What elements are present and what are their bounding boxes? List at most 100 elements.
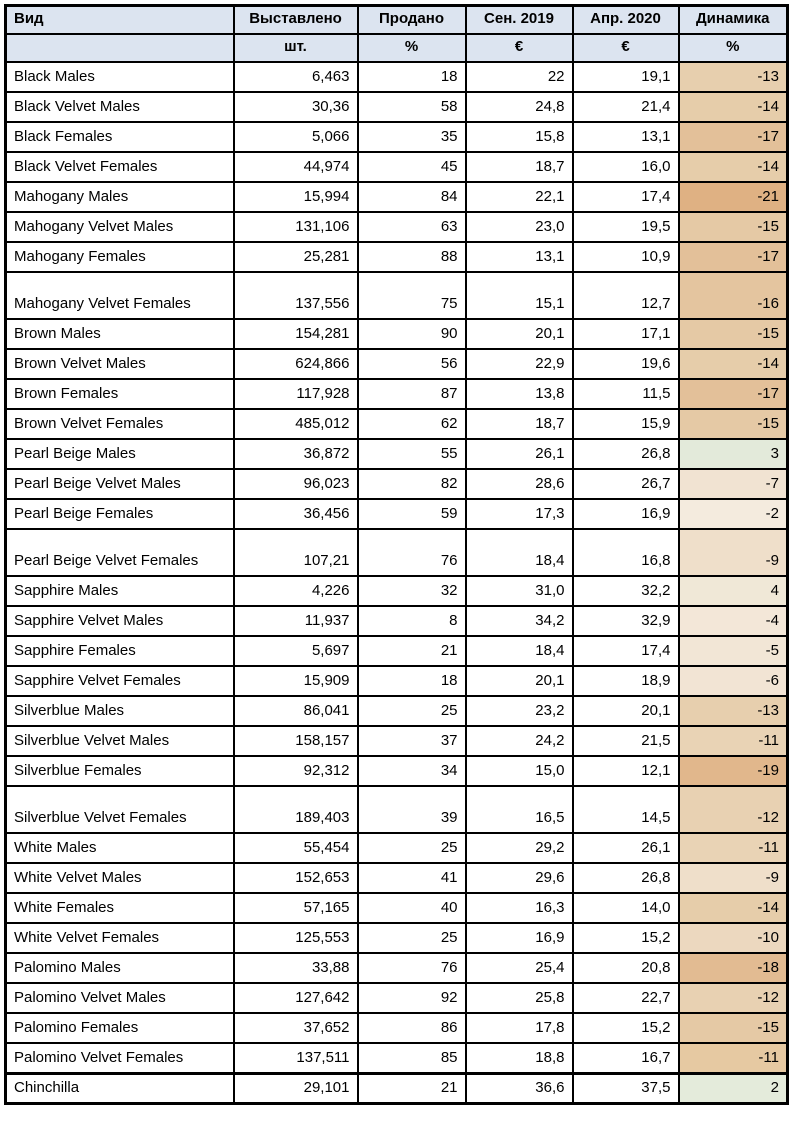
table-row: Sapphire Velvet Males 11,937 8 34,2 32,9 -4 — [4, 605, 789, 637]
cell-offered: 158,157 — [232, 725, 359, 757]
table-row: Brown Velvet Females 485,012 62 18,7 15,9 -15 — [4, 408, 789, 440]
cell-type: Palomino Males — [4, 952, 235, 984]
cell-dynamics: -12 — [677, 982, 789, 1014]
cell-sep2019: 13,1 — [464, 241, 574, 273]
unit-sep2019: € — [464, 33, 574, 63]
cell-dynamics: -21 — [677, 181, 789, 213]
cell-offered: 131,106 — [232, 211, 359, 243]
cell-sep2019: 22,1 — [464, 181, 574, 213]
cell-type: Black Velvet Females — [4, 151, 235, 183]
cell-dynamics: -13 — [677, 695, 789, 727]
table-row: Palomino Velvet Males 127,642 92 25,8 22,7 -1… — [4, 982, 789, 1014]
cell-type: Palomino Velvet Males — [4, 982, 235, 1014]
cell-dynamics: -17 — [677, 121, 789, 153]
cell-type: Silverblue Velvet Females — [4, 785, 235, 834]
cell-type: Mahogany Females — [4, 241, 235, 273]
cell-sold: 21 — [356, 635, 467, 667]
table-row: Silverblue Males 86,041 25 23,2 20,1 -13 — [4, 695, 789, 727]
cell-offered: 5,066 — [232, 121, 359, 153]
cell-sold: 90 — [356, 318, 467, 350]
cell-sold: 25 — [356, 832, 467, 864]
cell-sep2019: 18,4 — [464, 635, 574, 667]
cell-sold: 58 — [356, 91, 467, 123]
cell-sep2019: 20,1 — [464, 318, 574, 350]
cell-type: Palomino Females — [4, 1012, 235, 1044]
cell-offered: 107,21 — [232, 528, 359, 577]
cell-offered: 154,281 — [232, 318, 359, 350]
cell-sep2019: 16,3 — [464, 892, 574, 924]
cell-dynamics: -11 — [677, 832, 789, 864]
table-row: Black Females 5,066 35 15,8 13,1 -17 — [4, 121, 789, 153]
cell-apr2020: 32,2 — [571, 575, 680, 607]
cell-offered: 29,101 — [232, 1071, 359, 1104]
cell-offered: 25,281 — [232, 241, 359, 273]
table-row: Black Velvet Males 30,36 58 24,8 21,4 -14 — [4, 91, 789, 123]
cell-dynamics: -14 — [677, 151, 789, 183]
table-row: Palomino Velvet Females 137,511 85 18,8 16,7… — [4, 1042, 789, 1074]
cell-type: Brown Males — [4, 318, 235, 350]
cell-type: Pearl Beige Velvet Females — [4, 528, 235, 577]
cell-dynamics: -14 — [677, 348, 789, 380]
cell-apr2020: 32,9 — [571, 605, 680, 637]
cell-dynamics: 4 — [677, 575, 789, 607]
cell-dynamics: -12 — [677, 785, 789, 834]
cell-sep2019: 28,6 — [464, 468, 574, 500]
table-row: Brown Males 154,281 90 20,1 17,1 -15 — [4, 318, 789, 350]
cell-dynamics: -9 — [677, 528, 789, 577]
header-apr2020: Апр. 2020 — [571, 4, 680, 35]
cell-sep2019: 29,2 — [464, 832, 574, 864]
unit-sold: % — [356, 33, 467, 63]
cell-sold: 18 — [356, 61, 467, 93]
cell-offered: 55,454 — [232, 832, 359, 864]
cell-apr2020: 16,9 — [571, 498, 680, 530]
cell-sold: 85 — [356, 1042, 467, 1074]
cell-type: Palomino Velvet Females — [4, 1042, 235, 1074]
cell-sold: 92 — [356, 982, 467, 1014]
cell-apr2020: 21,4 — [571, 91, 680, 123]
table-row: Silverblue Velvet Males 158,157 37 24,2 21,5… — [4, 725, 789, 757]
cell-dynamics: -11 — [677, 1042, 789, 1074]
cell-apr2020: 15,2 — [571, 922, 680, 954]
cell-type: Silverblue Velvet Males — [4, 725, 235, 757]
cell-type: Black Velvet Males — [4, 91, 235, 123]
cell-dynamics: -13 — [677, 61, 789, 93]
cell-sold: 37 — [356, 725, 467, 757]
cell-sep2019: 22 — [464, 61, 574, 93]
cell-sep2019: 24,2 — [464, 725, 574, 757]
cell-apr2020: 26,8 — [571, 438, 680, 470]
table-row: Pearl Beige Males 36,872 55 26,1 26,8 3 — [4, 438, 789, 470]
header-sep2019: Сен. 2019 — [464, 4, 574, 35]
cell-apr2020: 12,1 — [571, 755, 680, 787]
header-row: Вид Выставлено Продано Сен. 2019 Апр. 20… — [4, 4, 789, 35]
cell-offered: 125,553 — [232, 922, 359, 954]
cell-apr2020: 26,7 — [571, 468, 680, 500]
table-row: White Males 55,454 25 29,2 26,1 -11 — [4, 832, 789, 864]
table-body: Black Males 6,463 18 22 19,1 -13 Black Velvet … — [4, 61, 789, 1104]
cell-dynamics: -5 — [677, 635, 789, 667]
cell-type: Pearl Beige Females — [4, 498, 235, 530]
cell-apr2020: 15,9 — [571, 408, 680, 440]
cell-sep2019: 15,0 — [464, 755, 574, 787]
fur-price-table: Вид Выставлено Продано Сен. 2019 Апр. 20… — [4, 4, 789, 1105]
unit-type — [4, 33, 235, 63]
cell-type: Brown Females — [4, 378, 235, 410]
cell-sep2019: 26,1 — [464, 438, 574, 470]
table-row: Brown Females 117,928 87 13,8 11,5 -17 — [4, 378, 789, 410]
cell-apr2020: 20,8 — [571, 952, 680, 984]
cell-sold: 25 — [356, 695, 467, 727]
cell-sep2019: 17,3 — [464, 498, 574, 530]
cell-offered: 137,511 — [232, 1042, 359, 1074]
table-row: Mahogany Velvet Males 131,106 63 23,0 19,5 -1… — [4, 211, 789, 243]
cell-dynamics: -10 — [677, 922, 789, 954]
cell-apr2020: 13,1 — [571, 121, 680, 153]
header-sold: Продано — [356, 4, 467, 35]
cell-type: White Velvet Females — [4, 922, 235, 954]
cell-apr2020: 26,8 — [571, 862, 680, 894]
cell-apr2020: 17,4 — [571, 635, 680, 667]
cell-offered: 86,041 — [232, 695, 359, 727]
cell-sep2019: 23,2 — [464, 695, 574, 727]
cell-dynamics: -19 — [677, 755, 789, 787]
cell-sep2019: 16,9 — [464, 922, 574, 954]
cell-offered: 92,312 — [232, 755, 359, 787]
cell-dynamics: -4 — [677, 605, 789, 637]
